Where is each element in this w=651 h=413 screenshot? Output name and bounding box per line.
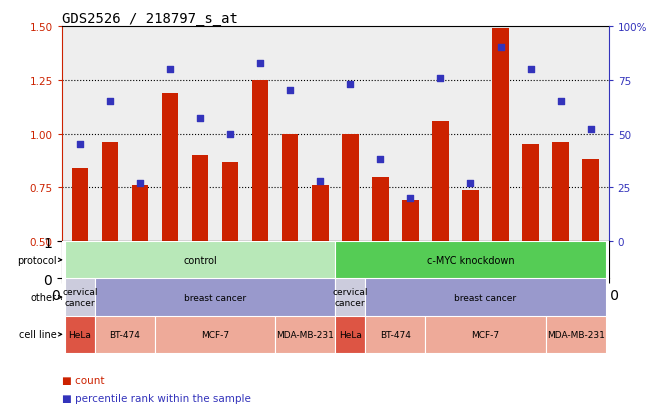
Point: [495, 45, 506, 52]
Text: MCF-7: MCF-7: [471, 330, 499, 339]
Bar: [425, 316, 546, 353]
Bar: [583, 160, 599, 242]
Point: [465, 180, 476, 187]
Bar: [132, 186, 148, 242]
Bar: [432, 121, 449, 242]
Point: [585, 127, 596, 133]
Point: [165, 66, 175, 73]
Text: ■ percentile rank within the sample: ■ percentile rank within the sample: [62, 394, 251, 404]
Bar: [95, 316, 155, 353]
Text: cervical
cancer: cervical cancer: [62, 288, 98, 307]
Text: other: other: [31, 292, 57, 302]
Point: [75, 142, 85, 148]
Bar: [155, 316, 275, 353]
Bar: [552, 143, 569, 242]
Bar: [252, 81, 268, 242]
Point: [195, 116, 205, 123]
Bar: [402, 201, 419, 242]
Bar: [282, 134, 298, 242]
Text: MCF-7: MCF-7: [201, 330, 229, 339]
Bar: [372, 177, 389, 242]
Bar: [222, 162, 238, 242]
Point: [105, 99, 115, 105]
Text: HeLa: HeLa: [68, 330, 91, 339]
Bar: [102, 143, 118, 242]
Text: MDA-MB-231: MDA-MB-231: [547, 330, 605, 339]
Point: [135, 180, 145, 187]
Bar: [546, 316, 605, 353]
Bar: [365, 279, 605, 316]
Text: ■ count: ■ count: [62, 375, 104, 385]
Point: [285, 88, 296, 95]
Text: cervical
cancer: cervical cancer: [333, 288, 368, 307]
Bar: [365, 316, 425, 353]
Bar: [65, 242, 335, 279]
Bar: [335, 316, 365, 353]
Point: [315, 178, 326, 185]
Bar: [462, 190, 478, 242]
Point: [345, 81, 355, 88]
Text: protocol: protocol: [17, 255, 57, 265]
Bar: [275, 316, 335, 353]
Bar: [65, 279, 95, 316]
Point: [375, 157, 385, 163]
Point: [255, 60, 266, 66]
Point: [436, 75, 446, 82]
Text: GDS2526 / 218797_s_at: GDS2526 / 218797_s_at: [62, 12, 238, 26]
Point: [555, 99, 566, 105]
Bar: [522, 145, 539, 242]
Text: control: control: [183, 255, 217, 265]
Bar: [72, 169, 88, 242]
Text: breast cancer: breast cancer: [454, 293, 516, 302]
Bar: [192, 156, 208, 242]
Bar: [335, 242, 605, 279]
Point: [405, 195, 415, 202]
Text: BT-474: BT-474: [109, 330, 141, 339]
Text: HeLa: HeLa: [339, 330, 362, 339]
Text: c-MYC knockdown: c-MYC knockdown: [426, 255, 514, 265]
Text: cell line: cell line: [19, 330, 57, 339]
Bar: [342, 134, 359, 242]
Bar: [492, 29, 509, 242]
Bar: [65, 316, 95, 353]
Text: breast cancer: breast cancer: [184, 293, 246, 302]
Bar: [335, 279, 365, 316]
Bar: [312, 186, 329, 242]
Point: [525, 66, 536, 73]
Bar: [161, 93, 178, 242]
Text: MDA-MB-231: MDA-MB-231: [276, 330, 334, 339]
Bar: [95, 279, 335, 316]
Point: [225, 131, 235, 138]
Text: BT-474: BT-474: [380, 330, 411, 339]
